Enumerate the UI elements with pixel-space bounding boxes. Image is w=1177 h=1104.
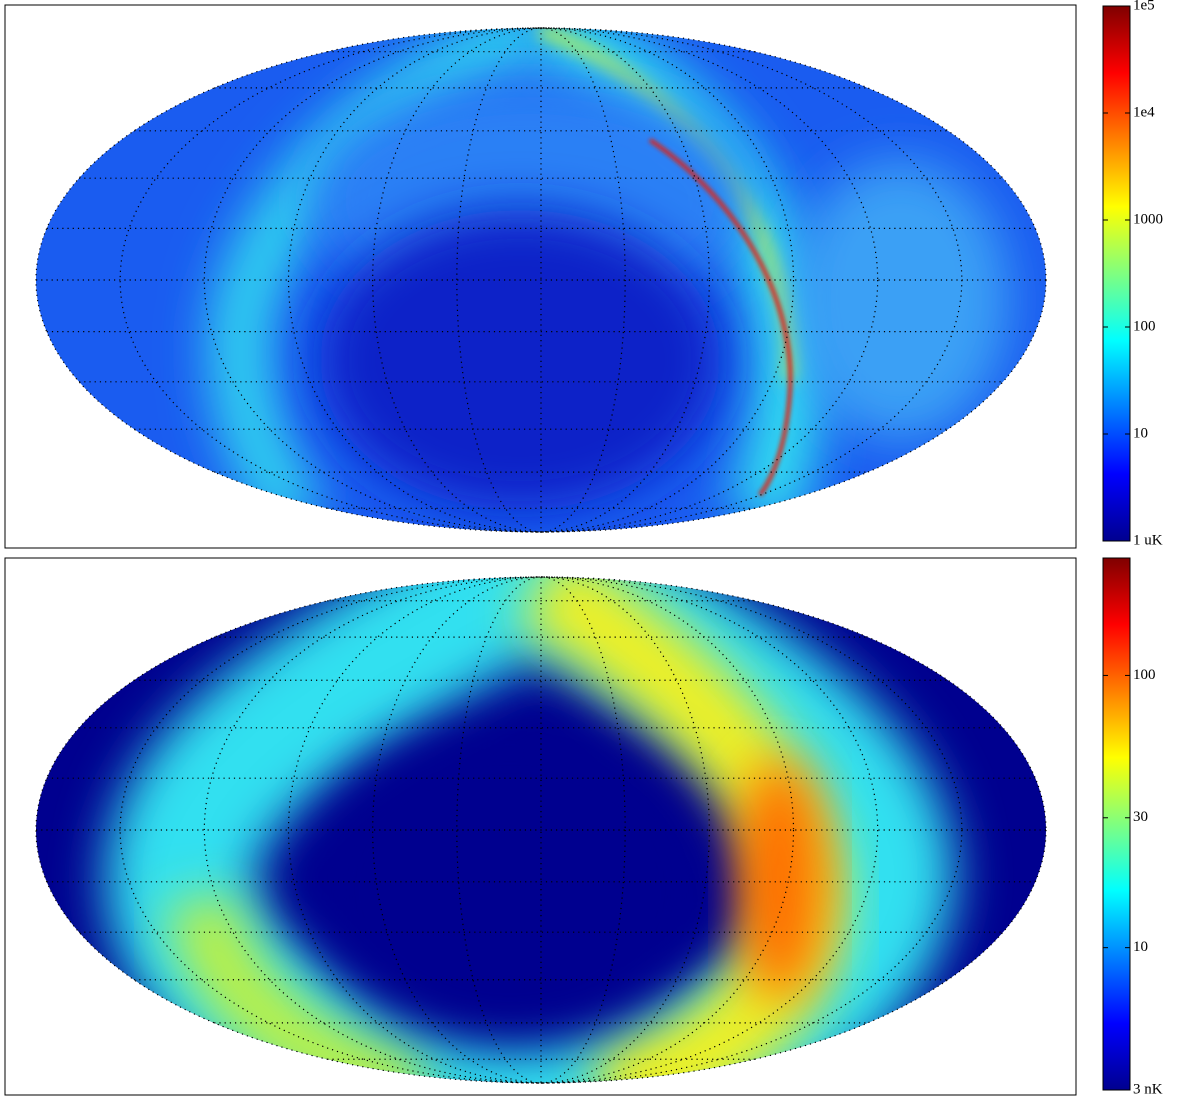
colorbar-tick-label: 10 — [1133, 939, 1148, 955]
colorbar-tick-label: 100 — [1133, 667, 1156, 683]
meridian — [456, 27, 626, 533]
colorbar-tick-label: 30 — [1133, 809, 1148, 825]
colorbar-tick-label: 100 — [1133, 318, 1156, 334]
colorbar — [1102, 557, 1131, 1091]
colorbar-tick-label: 10 — [1133, 425, 1148, 441]
panel-frame — [4, 557, 1077, 1096]
colorbar-tick-label: 1000 — [1133, 211, 1163, 227]
colorbar — [1102, 5, 1131, 542]
colorbar-tick-label: 1e4 — [1133, 104, 1155, 120]
graticule — [35, 27, 1047, 1084]
meridian — [287, 576, 795, 1084]
colorbar-tick-label: 1e5 — [1133, 0, 1155, 13]
colorbar-tick-label: 3 nK — [1133, 1081, 1163, 1097]
panel-frame — [4, 4, 1077, 549]
colorbar-tick-label: 1 uK — [1133, 532, 1163, 548]
meridian — [203, 576, 879, 1084]
meridian — [456, 576, 626, 1084]
meridian — [372, 576, 710, 1084]
